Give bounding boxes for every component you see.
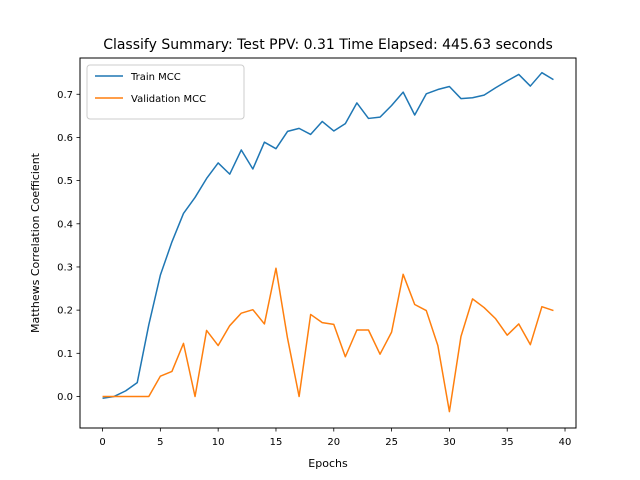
legend: Train MCC Validation MCC — [86, 64, 245, 120]
series-line-train-mcc — [102, 71, 554, 399]
x-tick-label: 20 — [327, 437, 340, 448]
y-tick-label: 0.1 — [57, 349, 73, 360]
x-tick-label: 30 — [443, 437, 456, 448]
x-tick-label: 25 — [385, 437, 398, 448]
x-axis-label: Epochs — [308, 457, 348, 470]
x-tick-label: 0 — [99, 437, 105, 448]
y-axis-label: Matthews Correlation Coefficient — [29, 152, 42, 333]
x-tick-label: 10 — [212, 437, 225, 448]
y-tick-label: 0.0 — [57, 392, 73, 403]
x-tick-label: 35 — [501, 437, 514, 448]
x-tick-label: 15 — [270, 437, 283, 448]
y-tick-label: 0.6 — [57, 133, 73, 144]
y-tick-label: 0.7 — [57, 90, 73, 101]
legend-box — [86, 64, 245, 120]
y-tick-label: 0.4 — [57, 219, 73, 230]
y-tick-label: 0.5 — [57, 176, 73, 187]
series-line-validation-mcc — [102, 267, 554, 413]
y-tick-label: 0.3 — [57, 262, 73, 273]
legend-label: Validation MCC — [131, 94, 206, 105]
y-tick-label: 0.2 — [57, 306, 73, 317]
legend-label: Train MCC — [130, 72, 181, 83]
axes-frame — [79, 57, 577, 429]
x-tick-label: 5 — [157, 437, 163, 448]
plot-area — [102, 71, 554, 413]
chart-title: Classify Summary: Test PPV: 0.31 Time El… — [103, 37, 553, 53]
x-tick-label: 40 — [559, 437, 572, 448]
